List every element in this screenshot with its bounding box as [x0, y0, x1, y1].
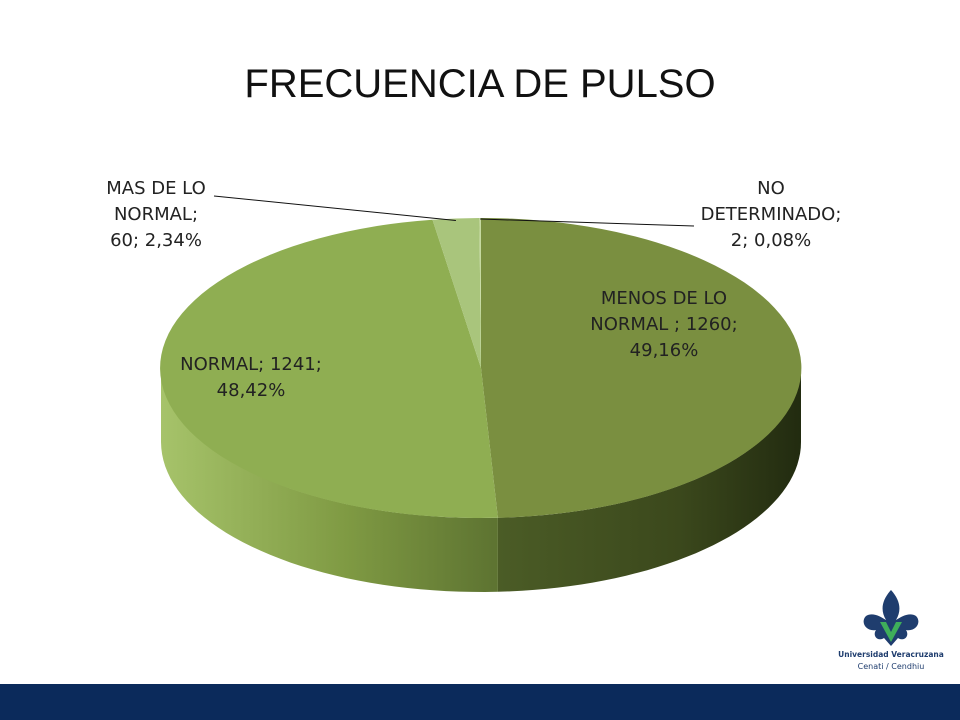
pie-slice-no-determinado [479, 217, 481, 368]
leader-line-no-determinado [480, 218, 695, 227]
slice-label-mas: MAS DE LO NORMAL; 60; 2,34% [106, 178, 206, 251]
pie-chart [160, 195, 802, 592]
slice-label-no-determinado: NO DETERMINADO; 2; 0,08% [700, 178, 842, 251]
slice-label-normal: NORMAL; 1241; 48,42% [180, 354, 322, 401]
logo-name: Universidad Veracruzana [838, 650, 944, 659]
pie-slice-mas [432, 218, 481, 368]
fleur-de-lis-icon [863, 590, 919, 646]
slice-label-menos: MENOS DE LO NORMAL ; 1260; 49,16% [590, 288, 738, 361]
slide-title: FRECUENCIA DE PULSO [244, 62, 716, 106]
pie-slice-normal [160, 219, 498, 519]
footer-bar [0, 684, 960, 720]
university-logo: Universidad Veracruzana Cenati / Cendhiu [822, 584, 960, 684]
logo-subtitle: Cenati / Cendhiu [857, 662, 925, 671]
pie-side-menos [497, 368, 801, 592]
leader-line-mas [213, 195, 456, 221]
pie-side-normal [161, 368, 498, 592]
pie-slice-menos [481, 217, 802, 518]
